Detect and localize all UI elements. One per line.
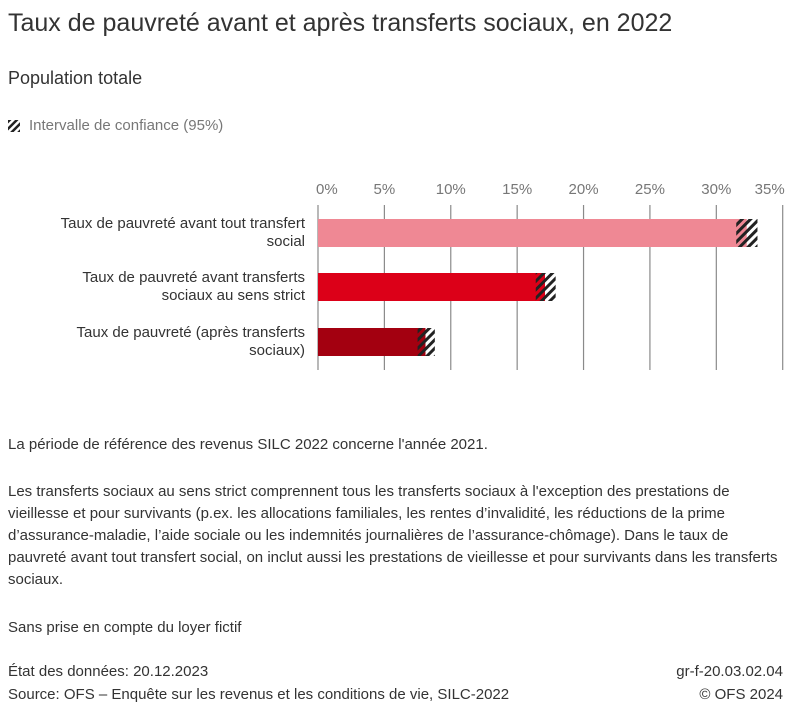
confidence-interval (417, 328, 435, 356)
legend: Intervalle de confiance (95%) (8, 117, 223, 134)
confidence-interval (535, 273, 556, 301)
category-label-line: social (266, 233, 305, 250)
footer-copyright: © OFS 2024 (699, 686, 783, 703)
category-label-line: Taux de pauvreté avant transferts (82, 269, 305, 286)
bar (318, 273, 546, 301)
category-label-line: sociaux) (249, 342, 305, 359)
bar-chart: 0% 5% 10% 15% 20% 25% 30% 35% (316, 181, 785, 370)
tick-label: 0% (316, 181, 338, 198)
tick-label: 5% (374, 181, 396, 198)
category-label-line: Taux de pauvreté avant tout transfert (60, 215, 305, 232)
hatch-legend-icon (8, 119, 20, 132)
category-label: Taux de pauvreté avant tout transfert soc… (5, 215, 305, 251)
tick-label: 20% (569, 181, 599, 198)
footer-date: État des données: 20.12.2023 (8, 663, 209, 680)
category-label: Taux de pauvreté avant transferts sociaux… (5, 269, 305, 305)
tick-label: 15% (502, 181, 532, 198)
category-label-line: sociaux au sens strict (161, 287, 305, 304)
tick-label: 30% (701, 181, 731, 198)
bar (318, 219, 747, 247)
bar (318, 328, 426, 356)
tick-label: 35% (755, 181, 785, 198)
confidence-interval (736, 219, 758, 247)
note-rent: Sans prise en compte du loyer fictif (8, 619, 242, 636)
chart-subtitle: Population totale (8, 68, 143, 88)
category-label-line: Taux de pauvreté (après transferts (76, 324, 305, 341)
legend-ci-label: Intervalle de confiance (95%) (29, 117, 224, 134)
tick-label: 25% (635, 181, 665, 198)
note-reference-period: La période de référence des revenus SILC… (8, 436, 488, 453)
chart-title: Taux de pauvreté avant et après transfer… (8, 9, 673, 37)
category-label: Taux de pauvreté (après transferts sociau… (5, 324, 305, 360)
footer-code: gr-f-20.03.02.04 (676, 663, 783, 680)
note-definition: Les transferts sociaux au sens strict co… (8, 483, 778, 588)
footer-source: Source: OFS – Enquête sur les revenus et… (8, 686, 510, 703)
tick-label: 10% (436, 181, 466, 198)
